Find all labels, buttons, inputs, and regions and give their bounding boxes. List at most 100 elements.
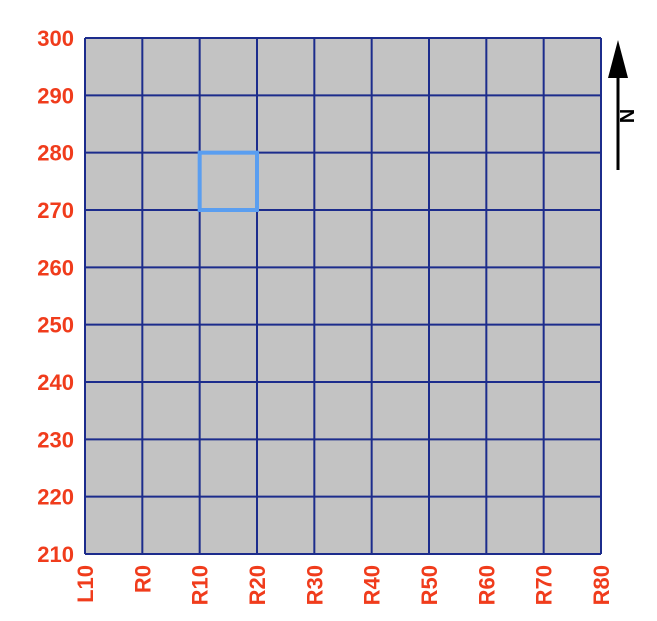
grid-cell-R60-290[interactable]: [486, 95, 544, 153]
x-tick-label: R80: [589, 565, 614, 605]
x-tick-label: L10: [73, 565, 98, 603]
selected-cell-highlight: [197, 150, 260, 213]
grid-cell-R30-250[interactable]: [314, 324, 372, 382]
x-tick-label: R50: [417, 565, 442, 605]
grid-cell-R20-290[interactable]: [257, 95, 315, 153]
grid-cell-R20-240[interactable]: [257, 382, 315, 440]
y-tick-label: 250: [37, 313, 74, 338]
grid-cell-R20-270[interactable]: [257, 210, 315, 268]
y-axis-labels: 300 290 280 270 260 250 240 230 220 210: [37, 26, 74, 567]
grid-cell-R0-240[interactable]: [142, 382, 200, 440]
grid-cell-R30-260[interactable]: [314, 267, 372, 325]
grid-cell-R20-250[interactable]: [257, 324, 315, 382]
grid-cell-L10-250[interactable]: [85, 324, 143, 382]
grid-cell-R20-300[interactable]: [257, 38, 315, 96]
grid-cell-R40-270[interactable]: [371, 210, 429, 268]
grid-cell-R70-240[interactable]: [543, 382, 601, 440]
grid-cell-R70-300[interactable]: [543, 38, 601, 96]
grid-cell-R10-220[interactable]: [199, 496, 257, 554]
grid-cell-R30-230[interactable]: [314, 439, 372, 497]
grid-cell-R60-230[interactable]: [486, 439, 544, 497]
grid-cell-R50-260[interactable]: [429, 267, 487, 325]
y-tick-label: 300: [37, 26, 74, 51]
grid-cell-R40-220[interactable]: [371, 496, 429, 554]
grid-cell-R0-260[interactable]: [142, 267, 200, 325]
grid-cell-R70-290[interactable]: [543, 95, 601, 153]
grid-cell-R50-220[interactable]: [429, 496, 487, 554]
grid-cell-R40-300[interactable]: [371, 38, 429, 96]
grid-cell-R40-290[interactable]: [371, 95, 429, 153]
y-tick-label: 280: [37, 141, 74, 166]
grid-cell-R40-280[interactable]: [371, 152, 429, 210]
grid-cell-R40-240[interactable]: [371, 382, 429, 440]
grid-cell-R70-250[interactable]: [543, 324, 601, 382]
selected-cell[interactable]: [197, 150, 260, 213]
grid-cell-L10-300[interactable]: [85, 38, 143, 96]
grid-cell-R0-230[interactable]: [142, 439, 200, 497]
grid-cell-R60-280[interactable]: [486, 152, 544, 210]
grid-cell-R0-220[interactable]: [142, 496, 200, 554]
grid-cell-R40-250[interactable]: [371, 324, 429, 382]
x-tick-label: R40: [360, 565, 385, 605]
grid-cell-R10-290[interactable]: [199, 95, 257, 153]
y-tick-label: 210: [37, 542, 74, 567]
grid-cell-R30-290[interactable]: [314, 95, 372, 153]
grid-cell-R50-290[interactable]: [429, 95, 487, 153]
grid-cell-L10-260[interactable]: [85, 267, 143, 325]
grid-lines: [84, 37, 602, 555]
grid-cell-R10-240[interactable]: [199, 382, 257, 440]
grid-cell-R20-260[interactable]: [257, 267, 315, 325]
x-tick-label: R20: [245, 565, 270, 605]
grid-cell-R50-230[interactable]: [429, 439, 487, 497]
grid-cell-L10-290[interactable]: [85, 95, 143, 153]
grid-cell-R10-260[interactable]: [199, 267, 257, 325]
grid-cell-R10-300[interactable]: [199, 38, 257, 96]
grid-cell-R70-220[interactable]: [543, 496, 601, 554]
grid-cell-L10-220[interactable]: [85, 496, 143, 554]
grid-cell-R30-280[interactable]: [314, 152, 372, 210]
grid-cell-R50-250[interactable]: [429, 324, 487, 382]
grid-cell-R0-300[interactable]: [142, 38, 200, 96]
grid-cell-R20-230[interactable]: [257, 439, 315, 497]
grid-cell-L10-240[interactable]: [85, 382, 143, 440]
grid-cell-L10-280[interactable]: [85, 152, 143, 210]
grid-cell-R60-300[interactable]: [486, 38, 544, 96]
grid-cell-R50-270[interactable]: [429, 210, 487, 268]
grid-cell-R60-260[interactable]: [486, 267, 544, 325]
grid-cell-R60-270[interactable]: [486, 210, 544, 268]
grid-cell-R70-280[interactable]: [543, 152, 601, 210]
grid-cell-R0-290[interactable]: [142, 95, 200, 153]
grid-cell-R70-230[interactable]: [543, 439, 601, 497]
grid-cell-R30-300[interactable]: [314, 38, 372, 96]
grid-cell-R10-230[interactable]: [199, 439, 257, 497]
grid-cell-R30-240[interactable]: [314, 382, 372, 440]
grid-cell-R70-260[interactable]: [543, 267, 601, 325]
north-label: N: [615, 109, 637, 123]
grid-cell-R0-270[interactable]: [142, 210, 200, 268]
grid-cell-R50-240[interactable]: [429, 382, 487, 440]
grid-cell-R60-220[interactable]: [486, 496, 544, 554]
x-tick-label: R60: [474, 565, 499, 605]
north-arrow-icon: N: [608, 40, 637, 170]
grid-cell-R30-220[interactable]: [314, 496, 372, 554]
grid-cell-L10-230[interactable]: [85, 439, 143, 497]
grid-cell-R10-250[interactable]: [199, 324, 257, 382]
y-tick-label: 240: [37, 370, 74, 395]
grid-cell-R20-280[interactable]: [257, 152, 315, 210]
grid-cell-R10-280[interactable]: [199, 152, 257, 210]
grid-cell-R40-230[interactable]: [371, 439, 429, 497]
grid-cell-R60-250[interactable]: [486, 324, 544, 382]
grid-cell-R30-270[interactable]: [314, 210, 372, 268]
y-tick-label: 290: [37, 83, 74, 108]
grid-cell-R50-280[interactable]: [429, 152, 487, 210]
grid-cell-L10-270[interactable]: [85, 210, 143, 268]
grid-cell-R40-260[interactable]: [371, 267, 429, 325]
grid-cell-R0-250[interactable]: [142, 324, 200, 382]
grid-cell-R10-270[interactable]: [199, 210, 257, 268]
grid-cell-R0-280[interactable]: [142, 152, 200, 210]
grid-cell-R50-300[interactable]: [429, 38, 487, 96]
grid-cell-R20-220[interactable]: [257, 496, 315, 554]
y-tick-label: 260: [37, 255, 74, 280]
grid-cell-R70-270[interactable]: [543, 210, 601, 268]
grid-cell-R60-240[interactable]: [486, 382, 544, 440]
